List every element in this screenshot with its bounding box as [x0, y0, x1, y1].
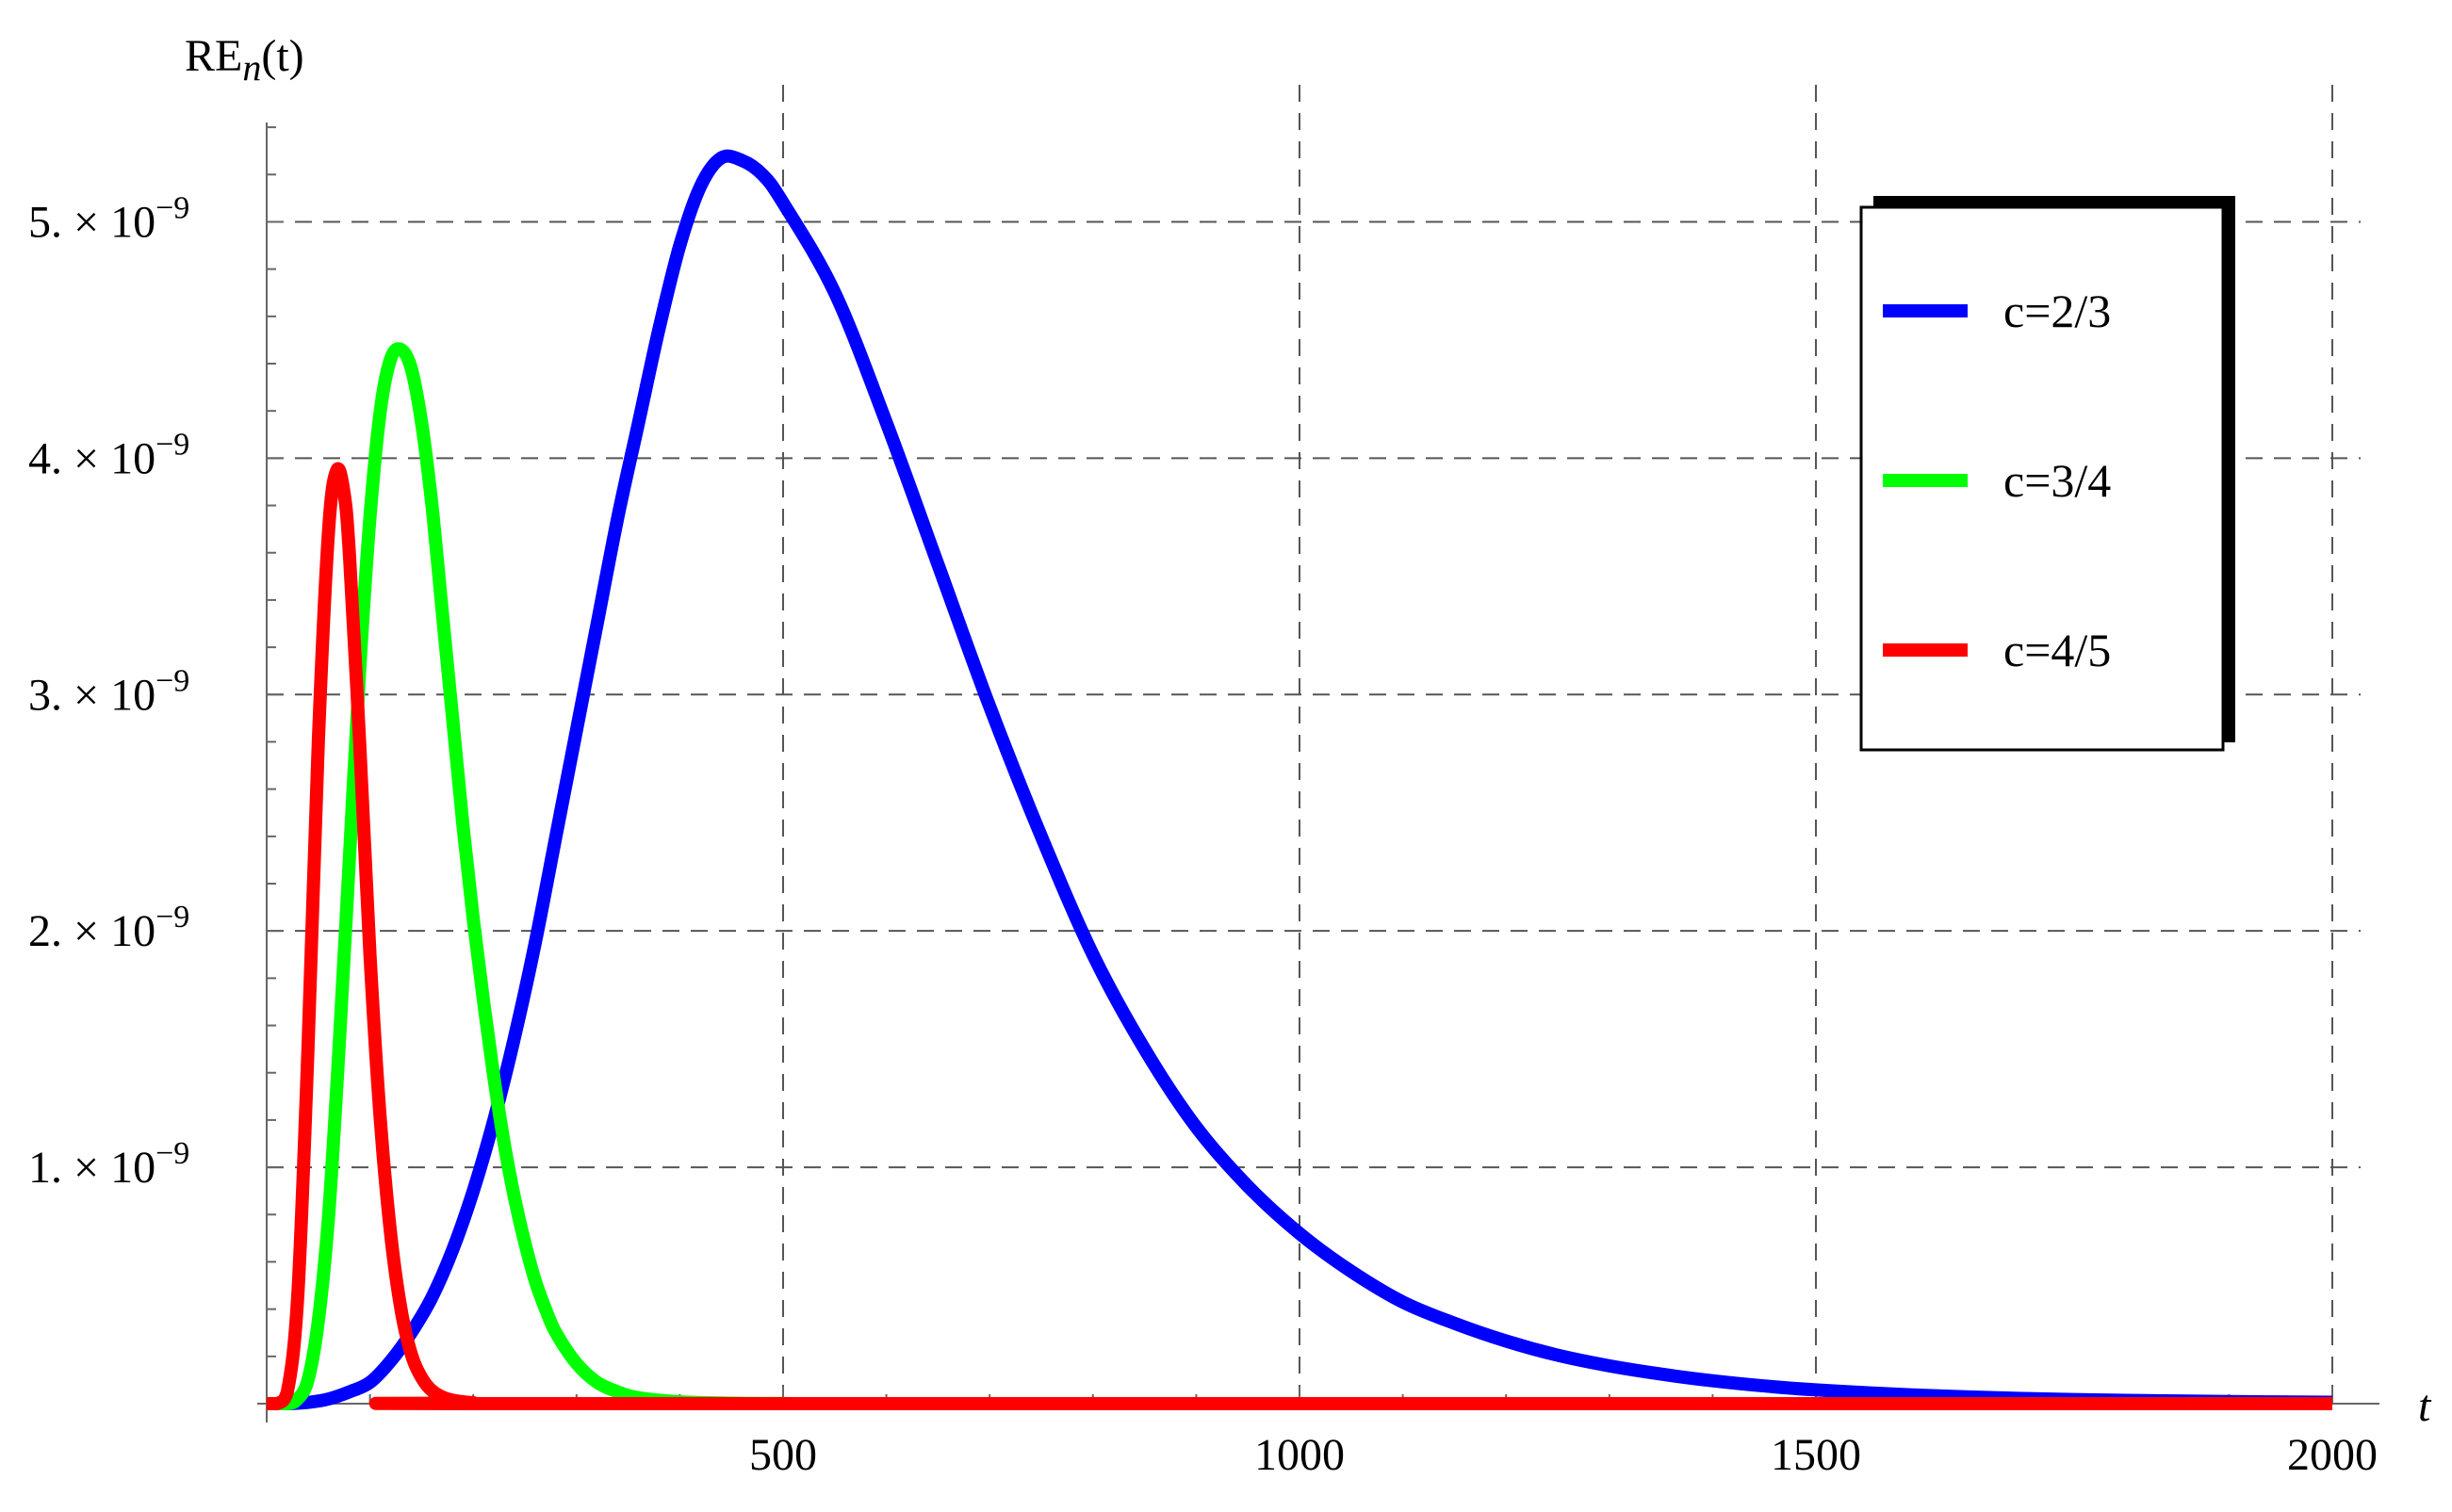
grid	[267, 85, 2361, 1404]
y-tick-base: 10	[110, 1143, 155, 1193]
x-axis-label: t	[2418, 1381, 2432, 1431]
series-line-1	[267, 149, 2333, 1410]
y-tick-exponent: −9	[155, 427, 189, 462]
y-tick-label: 5. × 10−9	[28, 190, 189, 247]
y-tick-base: 10	[110, 433, 155, 483]
legend: c=2/3 c=3/4 c=4/5	[1859, 196, 2235, 752]
y-tick-times: ×	[62, 197, 110, 247]
y-tick-label: 4. × 10−9	[28, 427, 189, 483]
series-line-3	[267, 462, 2332, 1411]
y-tick-exponent: −9	[155, 900, 189, 935]
x-tick-label: 2000	[2287, 1430, 2378, 1480]
y-tick-times: ×	[62, 906, 110, 956]
y-tick-base: 10	[110, 906, 155, 956]
x-tick-label: 1000	[1254, 1430, 1345, 1480]
y-tick-mantissa: 1.	[28, 1143, 62, 1193]
y-axis-label: REn(t)	[185, 31, 304, 89]
y-tick-mantissa: 4.	[28, 433, 62, 483]
legend-items: c=2/3 c=3/4 c=4/5	[1883, 285, 2111, 676]
y-tick-mantissa: 2.	[28, 906, 62, 956]
y-tick-times: ×	[62, 1143, 110, 1193]
y-tick-label: 2. × 10−9	[28, 900, 189, 956]
legend-label-2: c=3/4	[2003, 454, 2111, 507]
y-tick-exponent: −9	[155, 1136, 189, 1171]
y-axis-label-base: RE	[185, 31, 242, 81]
x-tick-label: 1500	[1771, 1430, 1861, 1480]
y-tick-label: 1. × 10−9	[28, 1136, 189, 1193]
y-tick-exponent: −9	[155, 190, 189, 225]
x-tick-label: 500	[749, 1430, 817, 1480]
y-tick-base: 10	[110, 197, 155, 247]
y-tick-times: ×	[62, 433, 110, 483]
series-group	[267, 149, 2333, 1411]
y-axis-label-sub: n	[242, 46, 261, 89]
y-tick-label: 3. × 10−9	[28, 663, 189, 720]
y-tick-mantissa: 3.	[28, 670, 62, 720]
legend-label-1: c=2/3	[2003, 285, 2111, 337]
legend-label-3: c=4/5	[2003, 624, 2111, 676]
y-tick-exponent: −9	[155, 663, 189, 698]
y-tick-times: ×	[62, 670, 110, 720]
y-tick-mantissa: 5.	[28, 197, 62, 247]
y-tick-base: 10	[110, 670, 155, 720]
y-axis-label-suffix: (t)	[261, 31, 303, 81]
